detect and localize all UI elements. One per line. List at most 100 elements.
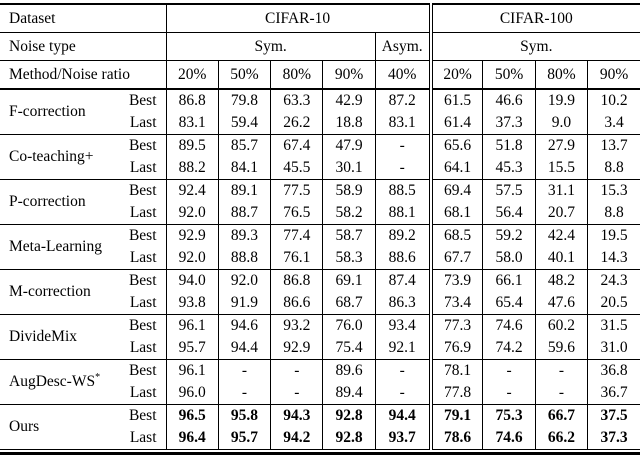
row-label-best: Best	[128, 407, 157, 424]
accuracy-value: -	[482, 382, 536, 405]
accuracy-value: 76.1	[270, 247, 323, 270]
method-row-best: F-correction Best 86.8 79.8 63.3 42.9 87…	[0, 89, 640, 135]
accuracy-value: 20.5	[587, 292, 640, 315]
header-row-dataset: Dataset CIFAR-10 CIFAR-100	[0, 4, 640, 33]
accuracy-value: 94.4	[374, 404, 431, 427]
accuracy-value: 96.5	[165, 404, 219, 427]
header-row-noise-type: Noise type Sym. Asym. Sym.	[0, 32, 640, 61]
accuracy-value: 88.6	[374, 247, 431, 270]
accuracy-value: -	[374, 359, 431, 382]
accuracy-value: 94.2	[270, 427, 323, 450]
accuracy-value: 59.2	[482, 224, 536, 247]
accuracy-value: 78.1	[428, 359, 483, 382]
accuracy-value: 73.9	[428, 269, 483, 292]
accuracy-value: 83.1	[374, 112, 431, 135]
accuracy-value: 69.1	[322, 269, 376, 292]
accuracy-value: 31.0	[587, 337, 640, 360]
accuracy-value: 63.3	[270, 89, 323, 112]
row-label-best: Best	[128, 182, 157, 199]
accuracy-value: -	[374, 382, 431, 405]
accuracy-value: 89.1	[217, 179, 271, 202]
accuracy-value: -	[534, 382, 588, 405]
accuracy-value: 68.1	[428, 202, 483, 225]
accuracy-value: 92.8	[322, 404, 376, 427]
sym-cifar10-label: Sym.	[165, 32, 376, 61]
accuracy-value: 77.4	[270, 224, 323, 247]
method-row-best: M-correction Best 94.0 92.0 86.8 69.1 87…	[0, 269, 640, 315]
accuracy-value: 87.2	[374, 89, 431, 112]
method-name: Ours	[0, 404, 112, 450]
accuracy-value: 58.3	[322, 247, 376, 270]
accuracy-value: 89.6	[322, 359, 376, 382]
accuracy-value: 94.0	[165, 269, 219, 292]
accuracy-value: 65.6	[428, 134, 483, 157]
accuracy-value: 37.5	[587, 404, 640, 427]
header-row-ratios: Method/Noise ratio 20% 50% 80% 90% 40% 2…	[0, 60, 640, 90]
method-row-last: Last 95.7 94.4 92.9 75.4 92.1 76.9 74.2 …	[0, 337, 640, 360]
accuracy-value: 31.5	[587, 314, 640, 337]
cifar10-label: CIFAR-10	[165, 4, 431, 33]
accuracy-value: 89.4	[322, 382, 376, 405]
accuracy-value: 65.4	[482, 292, 536, 315]
accuracy-value: 36.8	[587, 359, 640, 382]
method-row-best: Ours Best 96.5 95.8 94.3 92.8 94.4 79.1 …	[0, 404, 640, 450]
accuracy-value: 78.6	[428, 427, 483, 450]
ratio-header: 50%	[482, 60, 536, 90]
accuracy-value: 58.7	[322, 224, 376, 247]
accuracy-value: 3.4	[587, 112, 640, 135]
row-label-last: Last	[111, 292, 167, 315]
row-label-last: Last	[111, 382, 167, 405]
accuracy-value: 68.7	[322, 292, 376, 315]
accuracy-value: 19.9	[534, 89, 588, 112]
ratio-header: 50%	[217, 60, 271, 90]
accuracy-value: 40.1	[534, 247, 588, 270]
row-label-last: Last	[111, 157, 167, 180]
accuracy-value: 73.4	[428, 292, 483, 315]
ratio-header: 80%	[534, 60, 588, 90]
accuracy-value: 36.7	[587, 382, 640, 405]
accuracy-value: 9.0	[534, 112, 588, 135]
accuracy-value: 96.1	[165, 359, 219, 382]
accuracy-value: 13.7	[587, 134, 640, 157]
accuracy-value: 88.2	[165, 157, 219, 180]
accuracy-value: 92.0	[165, 202, 219, 225]
accuracy-value: 94.6	[217, 314, 271, 337]
accuracy-value: 8.8	[587, 157, 640, 180]
accuracy-value: 76.5	[270, 202, 323, 225]
accuracy-value: 96.1	[165, 314, 219, 337]
accuracy-value: 58.9	[322, 179, 376, 202]
accuracy-value: 59.4	[217, 112, 271, 135]
row-label-last: Last	[111, 427, 167, 450]
accuracy-value: 89.3	[217, 224, 271, 247]
accuracy-value: 92.4	[165, 179, 219, 202]
accuracy-value: 51.8	[482, 134, 536, 157]
row-label-last: Last	[111, 247, 167, 270]
accuracy-value: 79.8	[217, 89, 271, 112]
ratio-header: 40%	[374, 60, 431, 90]
accuracy-value: 47.9	[322, 134, 376, 157]
accuracy-value: 42.9	[322, 89, 376, 112]
accuracy-value: 19.5	[587, 224, 640, 247]
accuracy-value: 88.1	[374, 202, 431, 225]
accuracy-value: 86.8	[165, 89, 219, 112]
accuracy-value: 64.1	[428, 157, 483, 180]
accuracy-value: 67.4	[270, 134, 323, 157]
accuracy-value: 45.5	[270, 157, 323, 180]
method-name: M-correction	[0, 269, 112, 315]
method-row-last: Last 96.0 - - 89.4 - 77.8 - - 36.7	[0, 382, 640, 405]
accuracy-value: 68.5	[428, 224, 483, 247]
accuracy-value: 92.9	[270, 337, 323, 360]
accuracy-value: 15.3	[587, 179, 640, 202]
accuracy-value: 67.7	[428, 247, 483, 270]
accuracy-value: 14.3	[587, 247, 640, 270]
accuracy-value: 69.4	[428, 179, 483, 202]
accuracy-value: 94.4	[217, 337, 271, 360]
row-label-best: Best	[128, 92, 157, 109]
accuracy-value: -	[534, 359, 588, 382]
accuracy-value: 83.1	[165, 112, 219, 135]
accuracy-value: 93.7	[374, 427, 431, 450]
accuracy-value: 20.7	[534, 202, 588, 225]
accuracy-value: 95.7	[217, 427, 271, 450]
accuracy-value: 74.2	[482, 337, 536, 360]
noise-type-label: Noise type	[0, 32, 167, 61]
